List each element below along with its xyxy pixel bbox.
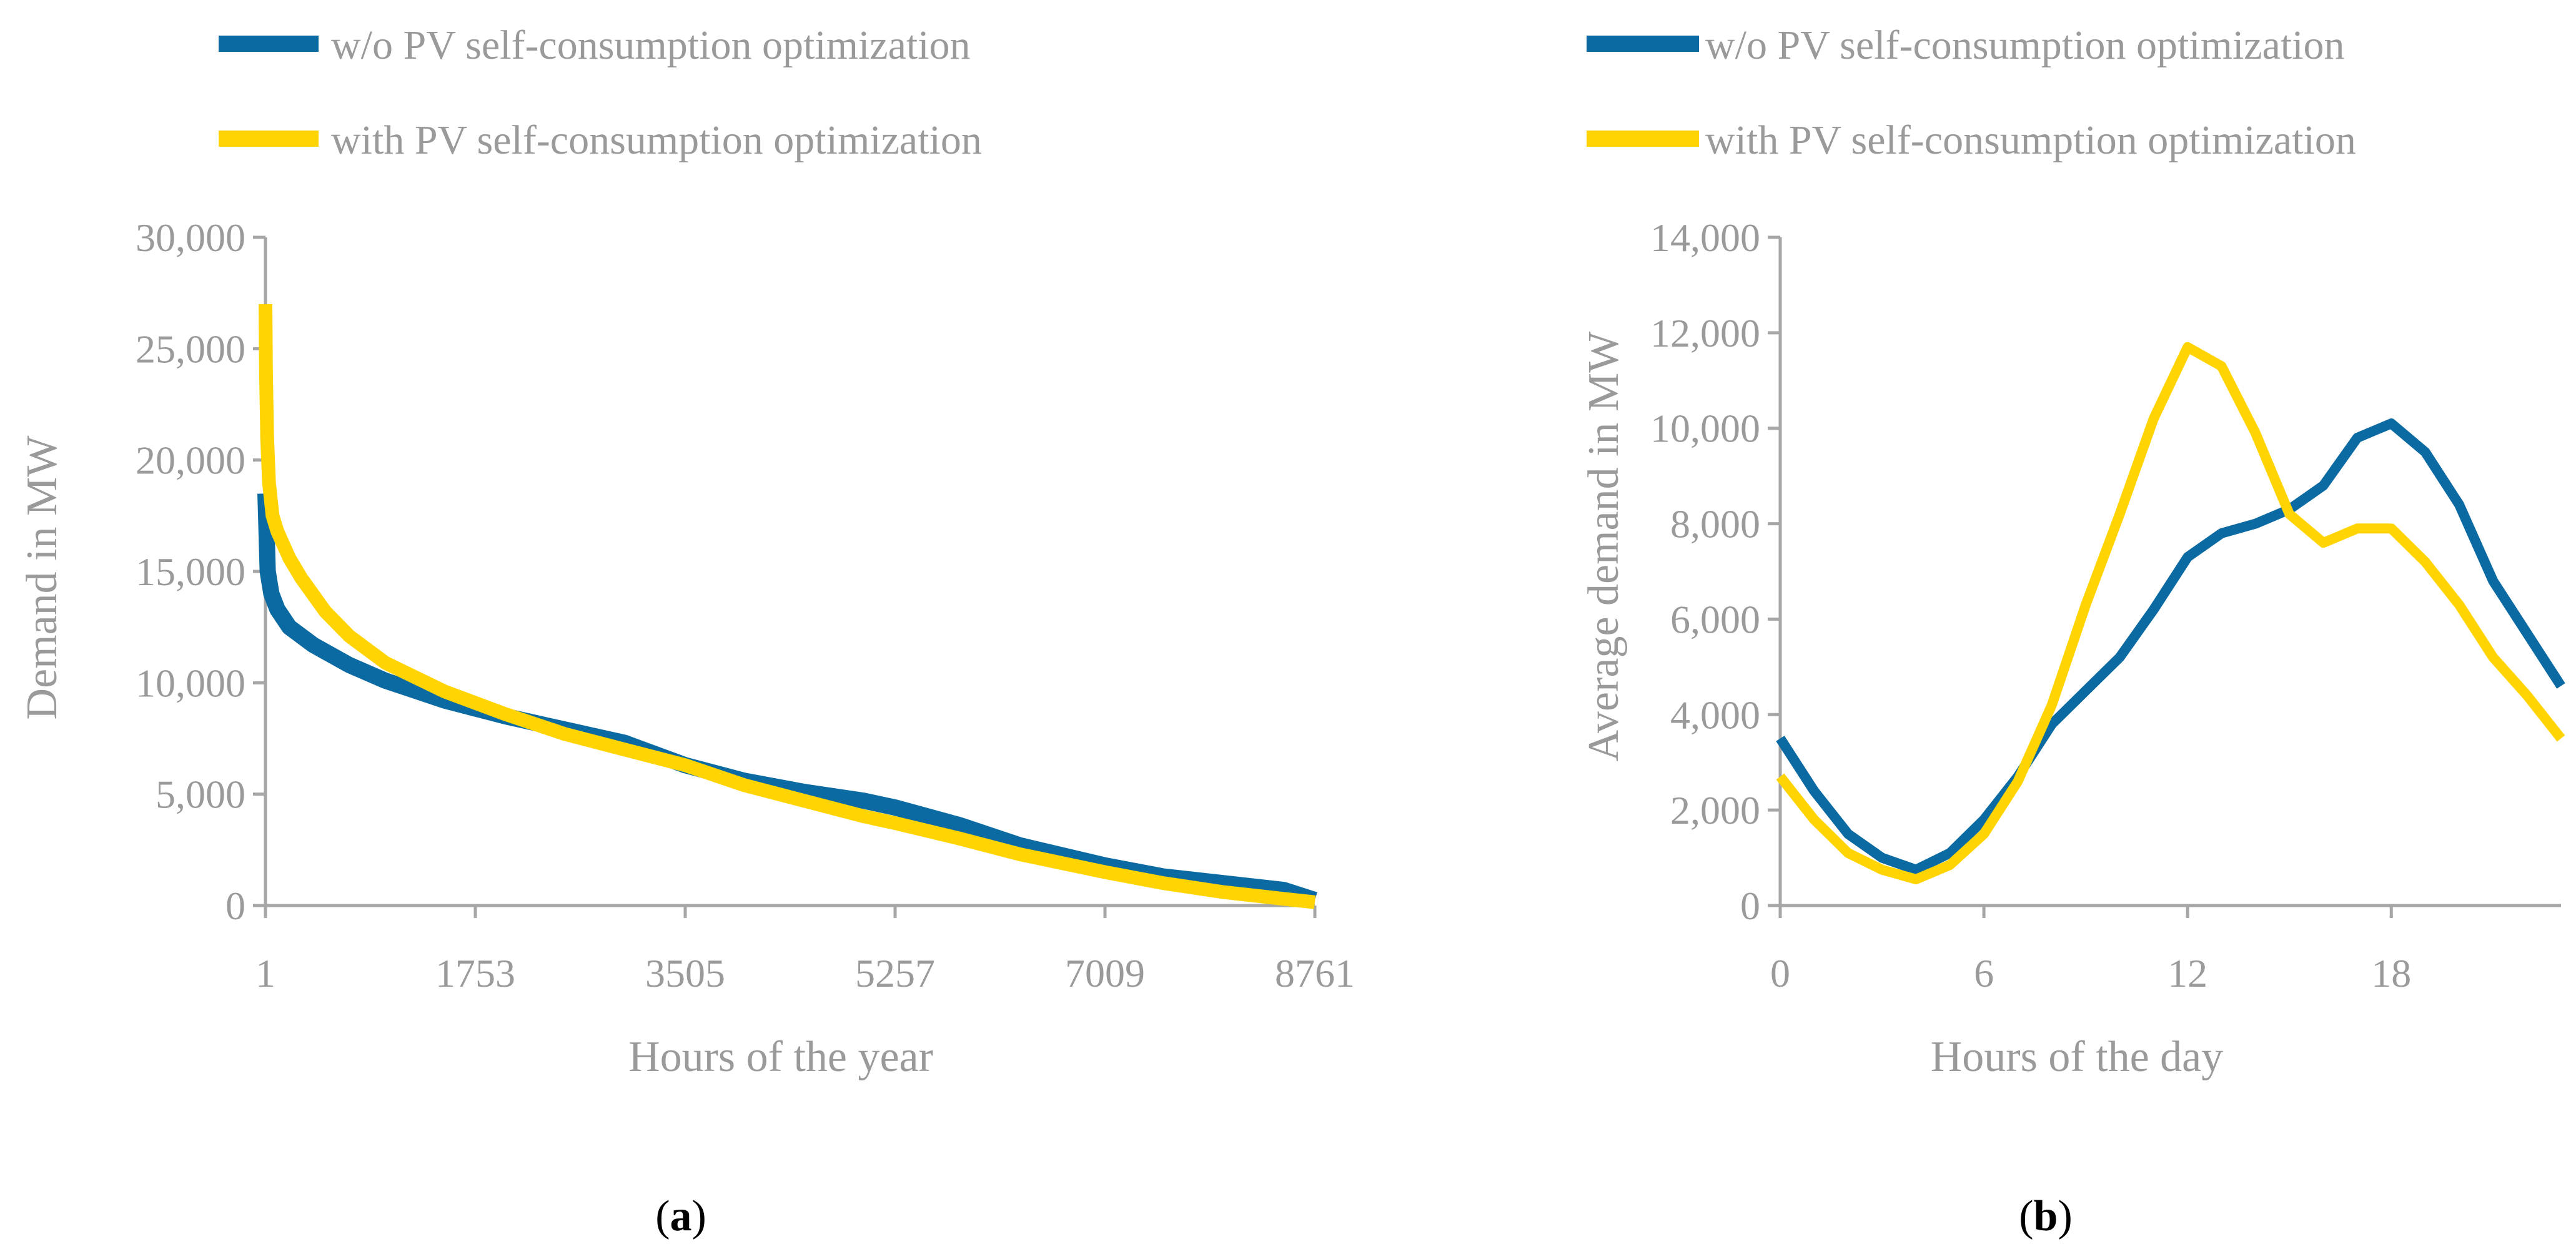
series-line-b-0 xyxy=(1776,418,2565,875)
y-tick-label-b: 14,000 xyxy=(1650,215,1760,260)
series-line-b-1 xyxy=(1776,342,2565,884)
x-tick-label-a: 8761 xyxy=(1275,951,1355,995)
y-tick-label-b: 2,000 xyxy=(1670,788,1760,832)
x-axis-title-b: Hours of the day xyxy=(1931,1033,2224,1081)
axes-b: 0 2,000 4,000 6,000 8,000 10,000 12,000 14,000 0… xyxy=(1650,215,2565,995)
x-tick-label-a: 1 xyxy=(255,951,275,995)
y-axis-title-a: Demand in MW xyxy=(18,436,66,720)
legend-a: w/o PV self-consumption optimization wit… xyxy=(219,22,982,163)
legend-b: w/o PV self-consumption optimization wit… xyxy=(1587,22,2356,163)
axes-a: 0 5,000 10,000 15,000 20,000 25,000 30,000 1 175… xyxy=(136,215,1355,995)
y-tick-label-a: 15,000 xyxy=(136,550,245,594)
chart-a: w/o PV self-consumption optimization wit… xyxy=(18,22,1355,1240)
x-tick-label-b: 6 xyxy=(1974,951,1994,995)
y-tick-label-a: 20,000 xyxy=(136,438,245,483)
x-tick-label-a: 3505 xyxy=(645,951,725,995)
caption-a: (a) xyxy=(655,1192,706,1240)
y-tick-label-b: 8,000 xyxy=(1670,502,1760,546)
series-line-a-1 xyxy=(259,304,1316,909)
y-tick-label-b: 10,000 xyxy=(1650,407,1760,451)
x-tick-label-a: 7009 xyxy=(1065,951,1145,995)
legend-a-label-1: with PV self-consumption optimization xyxy=(331,117,982,163)
y-tick-label-b: 6,000 xyxy=(1670,597,1760,641)
chart-b: w/o PV self-consumption optimization wit… xyxy=(1580,22,2565,1240)
y-tick-label-b: 0 xyxy=(1740,884,1760,928)
legend-b-label-0: w/o PV self-consumption optimization xyxy=(1705,22,2345,68)
y-tick-label-b: 4,000 xyxy=(1670,693,1760,737)
series-line-a-0 xyxy=(257,493,1317,908)
x-tick-label-b: 0 xyxy=(1770,951,1790,995)
y-tick-label-a: 30,000 xyxy=(136,215,245,260)
caption-a-letter: a xyxy=(670,1192,692,1240)
y-tick-label-a: 10,000 xyxy=(136,661,245,705)
x-tick-label-b: 18 xyxy=(2371,951,2411,995)
caption-b-letter: b xyxy=(2034,1192,2058,1240)
caption-b: (b) xyxy=(2019,1192,2073,1240)
y-tick-label-b: 12,000 xyxy=(1650,311,1760,355)
y-tick-label-a: 25,000 xyxy=(136,327,245,371)
y-axis-title-b: Average demand in MW xyxy=(1580,332,1628,762)
x-axis-title-a: Hours of the year xyxy=(628,1033,933,1081)
legend-a-label-0: w/o PV self-consumption optimization xyxy=(331,22,971,68)
x-tick-label-b: 12 xyxy=(2167,951,2207,995)
y-tick-label-a: 5,000 xyxy=(156,773,245,817)
x-tick-label-a: 1753 xyxy=(435,951,515,995)
x-tick-label-a: 5257 xyxy=(855,951,935,995)
y-tick-label-a: 0 xyxy=(225,884,245,928)
legend-b-label-1: with PV self-consumption optimization xyxy=(1705,117,2356,163)
